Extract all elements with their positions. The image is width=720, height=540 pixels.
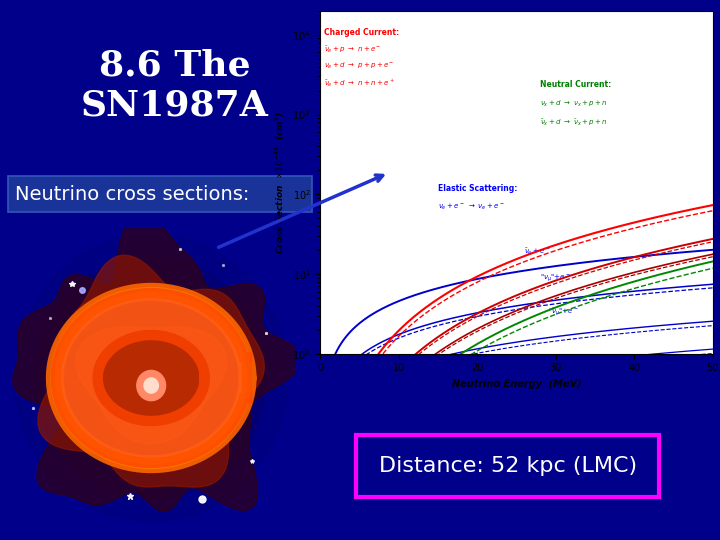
Text: $\bar{\nu}_e+e^-$: $\bar{\nu}_e+e^-$	[524, 246, 552, 257]
X-axis label: Neutrino Energy  (MeV): Neutrino Energy (MeV)	[451, 379, 582, 389]
Text: $\nu_e+e^-\ \rightarrow\ \nu_e+e^-$: $\nu_e+e^-\ \rightarrow\ \nu_e+e^-$	[438, 202, 505, 212]
FancyBboxPatch shape	[8, 176, 312, 212]
Polygon shape	[76, 327, 227, 443]
Text: Charged Current:: Charged Current:	[324, 29, 400, 37]
Text: $\bar{\nu}_e+d\ \rightarrow\ n+n+e^+$: $\bar{\nu}_e+d\ \rightarrow\ n+n+e^+$	[324, 78, 395, 89]
Polygon shape	[38, 255, 264, 487]
Circle shape	[137, 370, 166, 401]
Circle shape	[144, 378, 158, 393]
Text: $\bar{\nu}_x+d\ \rightarrow\ \bar{\nu}_x+p+n$: $\bar{\nu}_x+d\ \rightarrow\ \bar{\nu}_x…	[540, 117, 608, 127]
Polygon shape	[36, 257, 266, 499]
Text: Elastic Scattering:: Elastic Scattering:	[438, 184, 518, 193]
Text: Distance: 52 kpc (LMC): Distance: 52 kpc (LMC)	[379, 456, 636, 476]
Text: 8.6 The: 8.6 The	[99, 48, 251, 82]
Text: $\bar{\nu}_e+p\ \rightarrow\ n+e^-$: $\bar{\nu}_e+p\ \rightarrow\ n+e^-$	[324, 45, 382, 55]
Text: SN1987A: SN1987A	[81, 88, 269, 122]
Text: Neutral Current:: Neutral Current:	[540, 80, 611, 89]
Text: "$\nu_\mu$"$+e^-$: "$\nu_\mu$"$+e^-$	[540, 272, 571, 284]
Text: Neutrino cross sections:: Neutrino cross sections:	[15, 185, 249, 204]
Text: $\nu_x+d\ \rightarrow\ \nu_x+p+n$: $\nu_x+d\ \rightarrow\ \nu_x+p+n$	[540, 98, 608, 109]
Polygon shape	[13, 211, 302, 511]
Polygon shape	[14, 234, 288, 522]
Y-axis label: Cross Section  $\times 10^{-44}$  (cm$^2$): Cross Section $\times 10^{-44}$ (cm$^2$)	[274, 111, 287, 254]
Text: "$\bar{\nu}_\mu$"$+e^-$: "$\bar{\nu}_\mu$"$+e^-$	[548, 306, 579, 318]
Text: $\nu_e+d\ \rightarrow\ p+p+e^-$: $\nu_e+d\ \rightarrow\ p+p+e^-$	[324, 61, 395, 71]
